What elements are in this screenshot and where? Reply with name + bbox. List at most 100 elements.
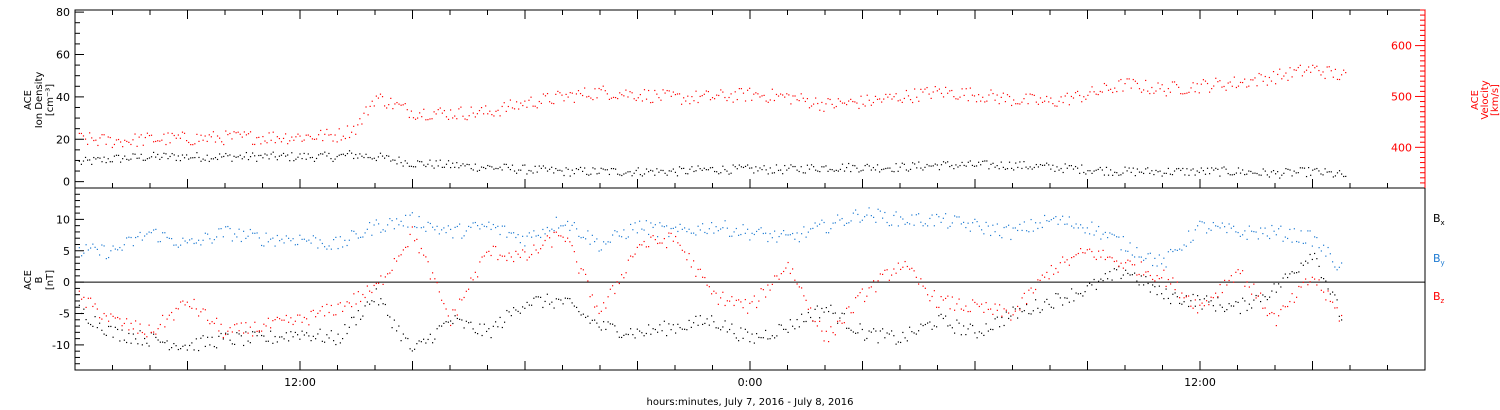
bz-point [258, 330, 260, 332]
density-point [429, 159, 431, 161]
density-point [645, 168, 648, 170]
by-point [191, 238, 193, 240]
bz-point [1280, 308, 1282, 311]
density-point [1227, 172, 1229, 175]
velocity-point [157, 140, 159, 142]
velocity-point [297, 133, 299, 135]
by-point [380, 231, 382, 233]
bx-point [391, 327, 393, 329]
by-point [285, 235, 287, 237]
velocity-point [757, 93, 759, 95]
velocity-point [1233, 76, 1235, 78]
by-point [882, 217, 884, 219]
by-point [1190, 241, 1192, 243]
velocity-point [216, 135, 219, 137]
bz-point [389, 272, 391, 274]
velocity-point [1221, 86, 1223, 88]
by-point [1289, 228, 1291, 231]
bx-point [857, 332, 859, 334]
by-point [1154, 257, 1156, 259]
bz-point [416, 238, 418, 240]
velocity-point [1293, 69, 1295, 71]
velocity-point [815, 97, 817, 99]
bx-point [272, 342, 274, 344]
density-point [340, 153, 342, 156]
by-point [585, 238, 587, 240]
density-point [1202, 170, 1205, 172]
by-point [373, 224, 375, 226]
density-point [553, 172, 555, 174]
density-point [695, 170, 697, 172]
bx-point [846, 327, 848, 329]
bx-point [756, 333, 758, 335]
bz-point [562, 236, 564, 238]
by-point [225, 226, 227, 228]
velocity-point [295, 136, 297, 138]
bx-point [578, 310, 580, 313]
velocity-point [794, 95, 796, 97]
density-point [309, 157, 311, 159]
bz-point [1136, 274, 1138, 276]
bz-point [920, 278, 922, 280]
bx-point [742, 337, 744, 339]
density-point [252, 152, 254, 154]
bz-point [747, 312, 749, 314]
by-point [1271, 224, 1273, 227]
by-point [391, 220, 393, 222]
bz-point [252, 335, 254, 337]
by-point [1219, 227, 1221, 229]
bz-point [812, 320, 814, 322]
by-point [1116, 236, 1118, 238]
bz-point [803, 295, 805, 297]
velocity-point [410, 110, 413, 112]
bz-point [420, 247, 422, 250]
density-point [103, 156, 105, 158]
bx-point [560, 299, 562, 301]
bx-point [731, 323, 733, 325]
bx-point [974, 332, 976, 334]
bx-point [258, 331, 260, 333]
velocity-tick-label: 400 [1391, 141, 1412, 154]
density-point [825, 165, 827, 167]
density-point [324, 151, 326, 153]
by-point [1093, 234, 1095, 236]
density-point [239, 154, 241, 156]
by-point [420, 227, 422, 229]
density-point [621, 174, 623, 177]
density-point [524, 164, 526, 166]
bz-point [175, 307, 177, 310]
by-point [1266, 235, 1268, 237]
bz-point [146, 336, 148, 338]
bz-point [1311, 276, 1313, 278]
bz-point [168, 314, 170, 316]
density-point [122, 158, 124, 160]
density-point [435, 160, 437, 162]
by-point [810, 228, 812, 230]
density-point [396, 163, 398, 165]
density-point [278, 155, 281, 157]
by-point [947, 227, 949, 229]
density-point [208, 160, 210, 163]
velocity-point [856, 102, 858, 104]
bx-point [321, 340, 323, 342]
density-point [530, 170, 532, 172]
bx-point [1296, 272, 1298, 274]
velocity-point [439, 107, 441, 109]
by-point [130, 236, 132, 239]
density-point [806, 164, 809, 166]
by-point [344, 239, 346, 241]
velocity-point [586, 96, 588, 98]
bx-point [929, 321, 931, 323]
velocity-point [928, 93, 930, 95]
by-point [634, 222, 636, 224]
velocity-point [612, 96, 615, 99]
velocity-point [165, 143, 167, 146]
by-point [1010, 238, 1012, 241]
density-point [891, 170, 893, 172]
bx-point [1170, 302, 1172, 305]
bx-point [387, 314, 389, 316]
velocity-point [808, 107, 811, 109]
bx-point [1219, 304, 1221, 306]
velocity-point [262, 135, 264, 138]
by-point [859, 221, 861, 223]
